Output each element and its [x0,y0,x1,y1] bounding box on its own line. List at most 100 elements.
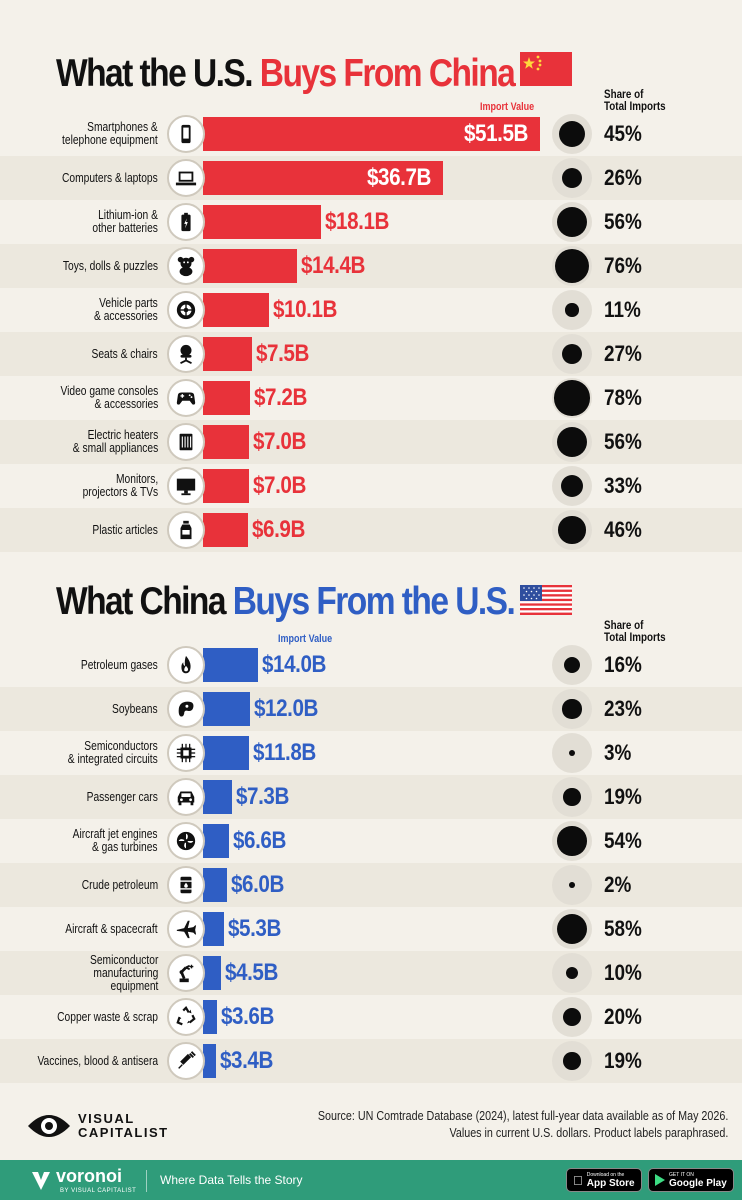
footer-tagline: Where Data Tells the Story [160,1173,303,1187]
share-percent: 45% [604,121,642,146]
value-bar [203,469,249,503]
category-label-line: Aircraft jet engines [73,827,158,841]
source-line-2: Values in current U.S. dollars. Product … [449,1126,728,1140]
share-percent: 10% [604,960,642,985]
value-label: $51.5B [464,120,528,147]
monitor-icon [167,467,205,505]
value-bar [203,381,251,415]
category-label-line: Computers & laptops [62,170,158,185]
source-line-1: Source: UN Comtrade Database (2024), lat… [317,1109,728,1123]
value-label: $3.6B [221,1003,275,1030]
section-title-china-imports: What China Buys From the U.S. [56,580,516,623]
share-dot [568,749,576,757]
row-stripe [0,775,742,819]
share-header: Share of Total Imports [604,618,666,644]
laptop-icon [167,159,205,197]
category-label-line: Aircraft & spacecraft [65,921,158,936]
category-label: Lithium-ion & other batteries [92,209,158,235]
category-label: Plastic articles [92,523,158,537]
logo-text-line-1: VISUAL [78,1111,135,1126]
logo-text-line-2: CAPITALIST [78,1125,169,1140]
value-label: $7.2B [254,384,308,411]
category-label: Aircraft jet engines & gas turbines [73,828,158,854]
value-bar [203,868,227,902]
category-label-line: Vehicle parts [99,296,158,310]
category-label-line: Toys, dolls & puzzles [62,258,158,273]
share-dot [554,380,590,416]
title-prefix: What China [56,580,233,623]
value-label: $12.0B [254,695,319,722]
share-dot [557,427,587,457]
share-dot [554,248,590,284]
row-stripe [0,687,742,731]
value-bar [203,648,258,682]
vc-logo-icon [28,1115,70,1137]
row-stripe [0,508,742,552]
voronoi-logo-icon [32,1172,50,1190]
row-stripe [0,1039,742,1083]
value-bar [203,1044,217,1078]
flame-icon [167,646,205,684]
chip-icon [167,734,205,772]
share-percent: 3% [604,740,632,765]
value-bar [203,956,221,990]
robot-arm-icon [167,954,205,992]
teddy-bear-icon [167,247,205,285]
china-flag-icon [520,52,572,86]
bottle-icon [167,511,205,549]
value-label: $4.5B [224,959,278,986]
category-label: Vaccines, blood & antisera [37,1054,158,1068]
share-dot [569,882,575,888]
value-label: $7.5B [256,340,309,367]
category-label-line: Monitors, [115,472,158,486]
value-label: $3.4B [220,1047,274,1074]
share-dot [563,788,581,806]
value-bar [203,293,270,327]
value-label: $11.8B [253,739,317,766]
category-label: Video game consoles & accessories [60,385,158,411]
airplane-icon [167,910,205,948]
category-label: Petroleum gases [81,657,158,672]
oil-barrel-icon [167,866,205,904]
value-bar [203,736,250,770]
category-label-line: projectors & TVs [82,485,158,499]
share-dot [558,516,586,544]
google-play-button[interactable]: GET IT ON Google Play [648,1168,734,1192]
apple-icon:  [573,1173,583,1188]
category-label: Soybeans [112,702,158,716]
share-percent: 16% [604,652,642,677]
visual-capitalist-logo: VISUAL CAPITALIST [26,1108,169,1144]
category-label: Electric heaters & small appliances [73,429,158,455]
category-label: Toys, dolls & puzzles [62,258,158,273]
value-bar [203,912,224,946]
share-percent: 23% [604,696,642,721]
share-percent: 54% [604,828,642,853]
share-dot [561,167,583,189]
category-label-line: equipment [110,978,158,993]
category-label-line: Semiconductors [84,739,158,753]
turbine-icon [167,822,205,860]
share-dot [565,966,579,980]
category-label: Monitors, projectors & TVs [82,473,158,499]
category-label: Copper waste & scrap [57,1010,158,1024]
share-dot [557,207,587,237]
value-label: $7.3B [235,783,289,810]
share-dot [556,913,588,945]
share-dot [558,120,586,148]
category-label: Computers & laptops [62,170,158,185]
share-percent: 20% [604,1004,642,1029]
value-bar [203,780,232,814]
category-label: Smartphones & telephone equipment [62,121,158,147]
share-percent: 58% [604,916,642,941]
value-bar [203,117,540,151]
source-note: Source: UN Comtrade Database (2024), lat… [317,1108,728,1142]
share-dot [557,826,587,856]
value-label: $6.6B [232,827,286,854]
category-label-line: Seats & chairs [91,346,158,361]
share-header: Share of Total Imports [604,87,666,113]
category-label-line: & small appliances [72,441,158,455]
category-label-line: Petroleum gases [81,657,158,672]
value-bar [203,513,249,547]
row-stripe [0,332,742,376]
